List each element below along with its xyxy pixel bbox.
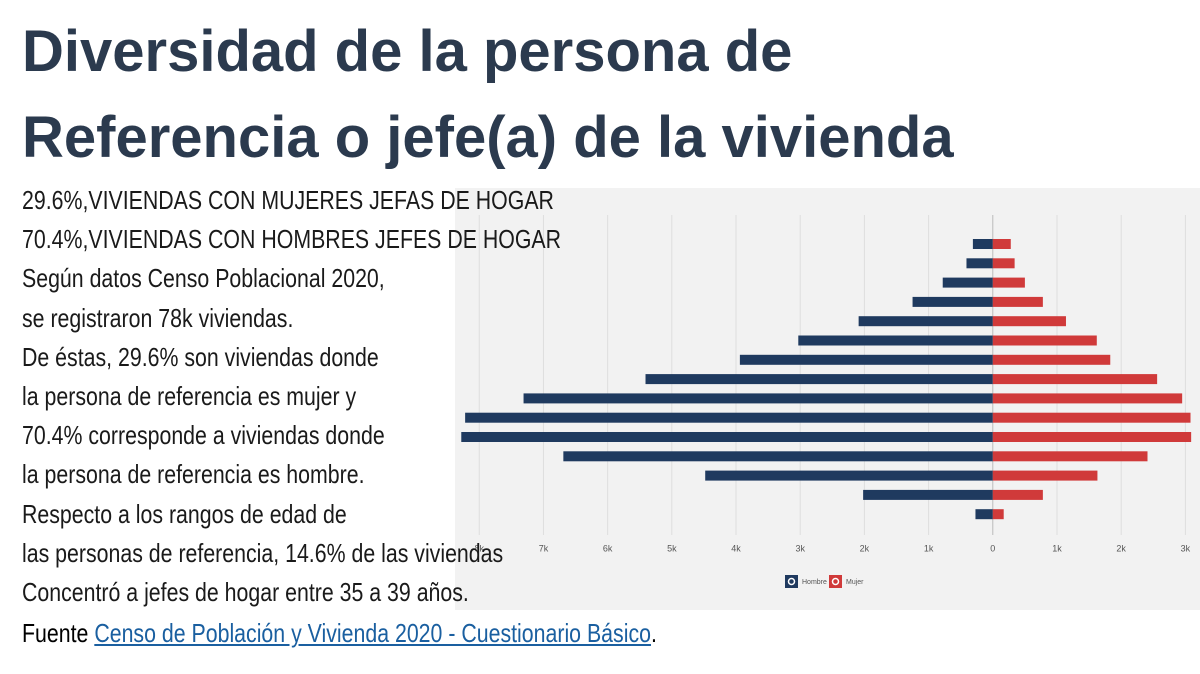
bar — [563, 451, 993, 462]
legend-swatch — [785, 575, 798, 588]
x-tick-label: 6k — [603, 543, 613, 553]
x-tick-label: 8k — [474, 543, 484, 553]
text-line: 70.4% corresponde a viviendas donde — [22, 420, 385, 451]
bar — [992, 489, 1043, 500]
text-line: 29.6%,VIVIENDAS CON MUJERES JEFAS DE HOG… — [22, 185, 554, 215]
text-line: la persona de referencia es hombre. — [22, 459, 365, 490]
x-tick-label: 1k — [924, 543, 934, 553]
bar — [798, 335, 993, 346]
bar — [992, 470, 1098, 481]
x-tick-label: 2k — [860, 543, 870, 553]
text-line: Según datos Censo Poblacional 2020, — [22, 263, 385, 294]
source: Fuente Censo de Población y Vivienda 202… — [22, 618, 657, 649]
bar — [992, 258, 1015, 269]
x-tick-label: 1k — [1052, 543, 1062, 553]
bar — [992, 354, 1111, 365]
bar — [863, 489, 993, 500]
bar — [645, 374, 993, 385]
bar — [858, 316, 993, 327]
text-line: Respecto a los rangos de edad de — [22, 498, 347, 529]
bar — [966, 258, 993, 269]
bar — [992, 374, 1158, 385]
source-end: . — [650, 618, 657, 648]
bar — [523, 393, 993, 404]
bar — [992, 412, 1191, 423]
source-label: Fuente — [22, 618, 89, 648]
source-link[interactable]: Censo de Población y Vivienda 2020 - Cue… — [94, 618, 651, 648]
bar — [705, 470, 993, 481]
x-tick-label: 3k — [795, 543, 805, 553]
x-tick-label: 3k — [1181, 543, 1191, 553]
bar — [739, 354, 993, 365]
bar — [992, 432, 1192, 442]
bar — [461, 432, 993, 442]
title: Diversidad de la persona de — [22, 19, 793, 84]
legend-label: Mujer — [846, 579, 864, 586]
legend-swatch — [829, 575, 842, 588]
x-tick-label: 0 — [990, 543, 995, 553]
text-line: De éstas, 29.6% son viviendas donde — [22, 341, 379, 372]
x-tick-label: 7k — [539, 543, 549, 553]
title: Referencia o jefe(a) de la vivienda — [22, 105, 954, 170]
bar — [942, 277, 993, 288]
legend-label: Hombre — [802, 579, 827, 586]
bar — [992, 316, 1066, 327]
legend-icon — [831, 577, 840, 586]
text-line: las personas de referencia, 14.6% de las… — [22, 537, 504, 568]
bar — [992, 296, 1043, 307]
text-line: Concentró a jefes de hogar entre 35 a 39… — [22, 577, 469, 607]
bar — [992, 451, 1148, 462]
bar — [992, 239, 1011, 249]
text-line: la persona de referencia es mujer y — [22, 381, 357, 411]
bar — [992, 335, 1097, 346]
text-line: se registraron 78k viviendas. — [22, 302, 294, 333]
bar — [972, 239, 993, 249]
legend-icon — [787, 577, 796, 586]
bar — [992, 393, 1183, 404]
text-line: 70.4%,VIVIENDAS CON HOMBRES JEFES DE HOG… — [22, 224, 562, 255]
x-tick-label: 2k — [1116, 543, 1126, 553]
bar — [912, 296, 993, 307]
x-tick-label: 5k — [667, 543, 677, 553]
bar — [992, 509, 1004, 520]
bar — [975, 509, 993, 520]
x-tick-label: 4k — [731, 543, 741, 553]
bar — [465, 412, 993, 423]
bar — [992, 277, 1025, 288]
